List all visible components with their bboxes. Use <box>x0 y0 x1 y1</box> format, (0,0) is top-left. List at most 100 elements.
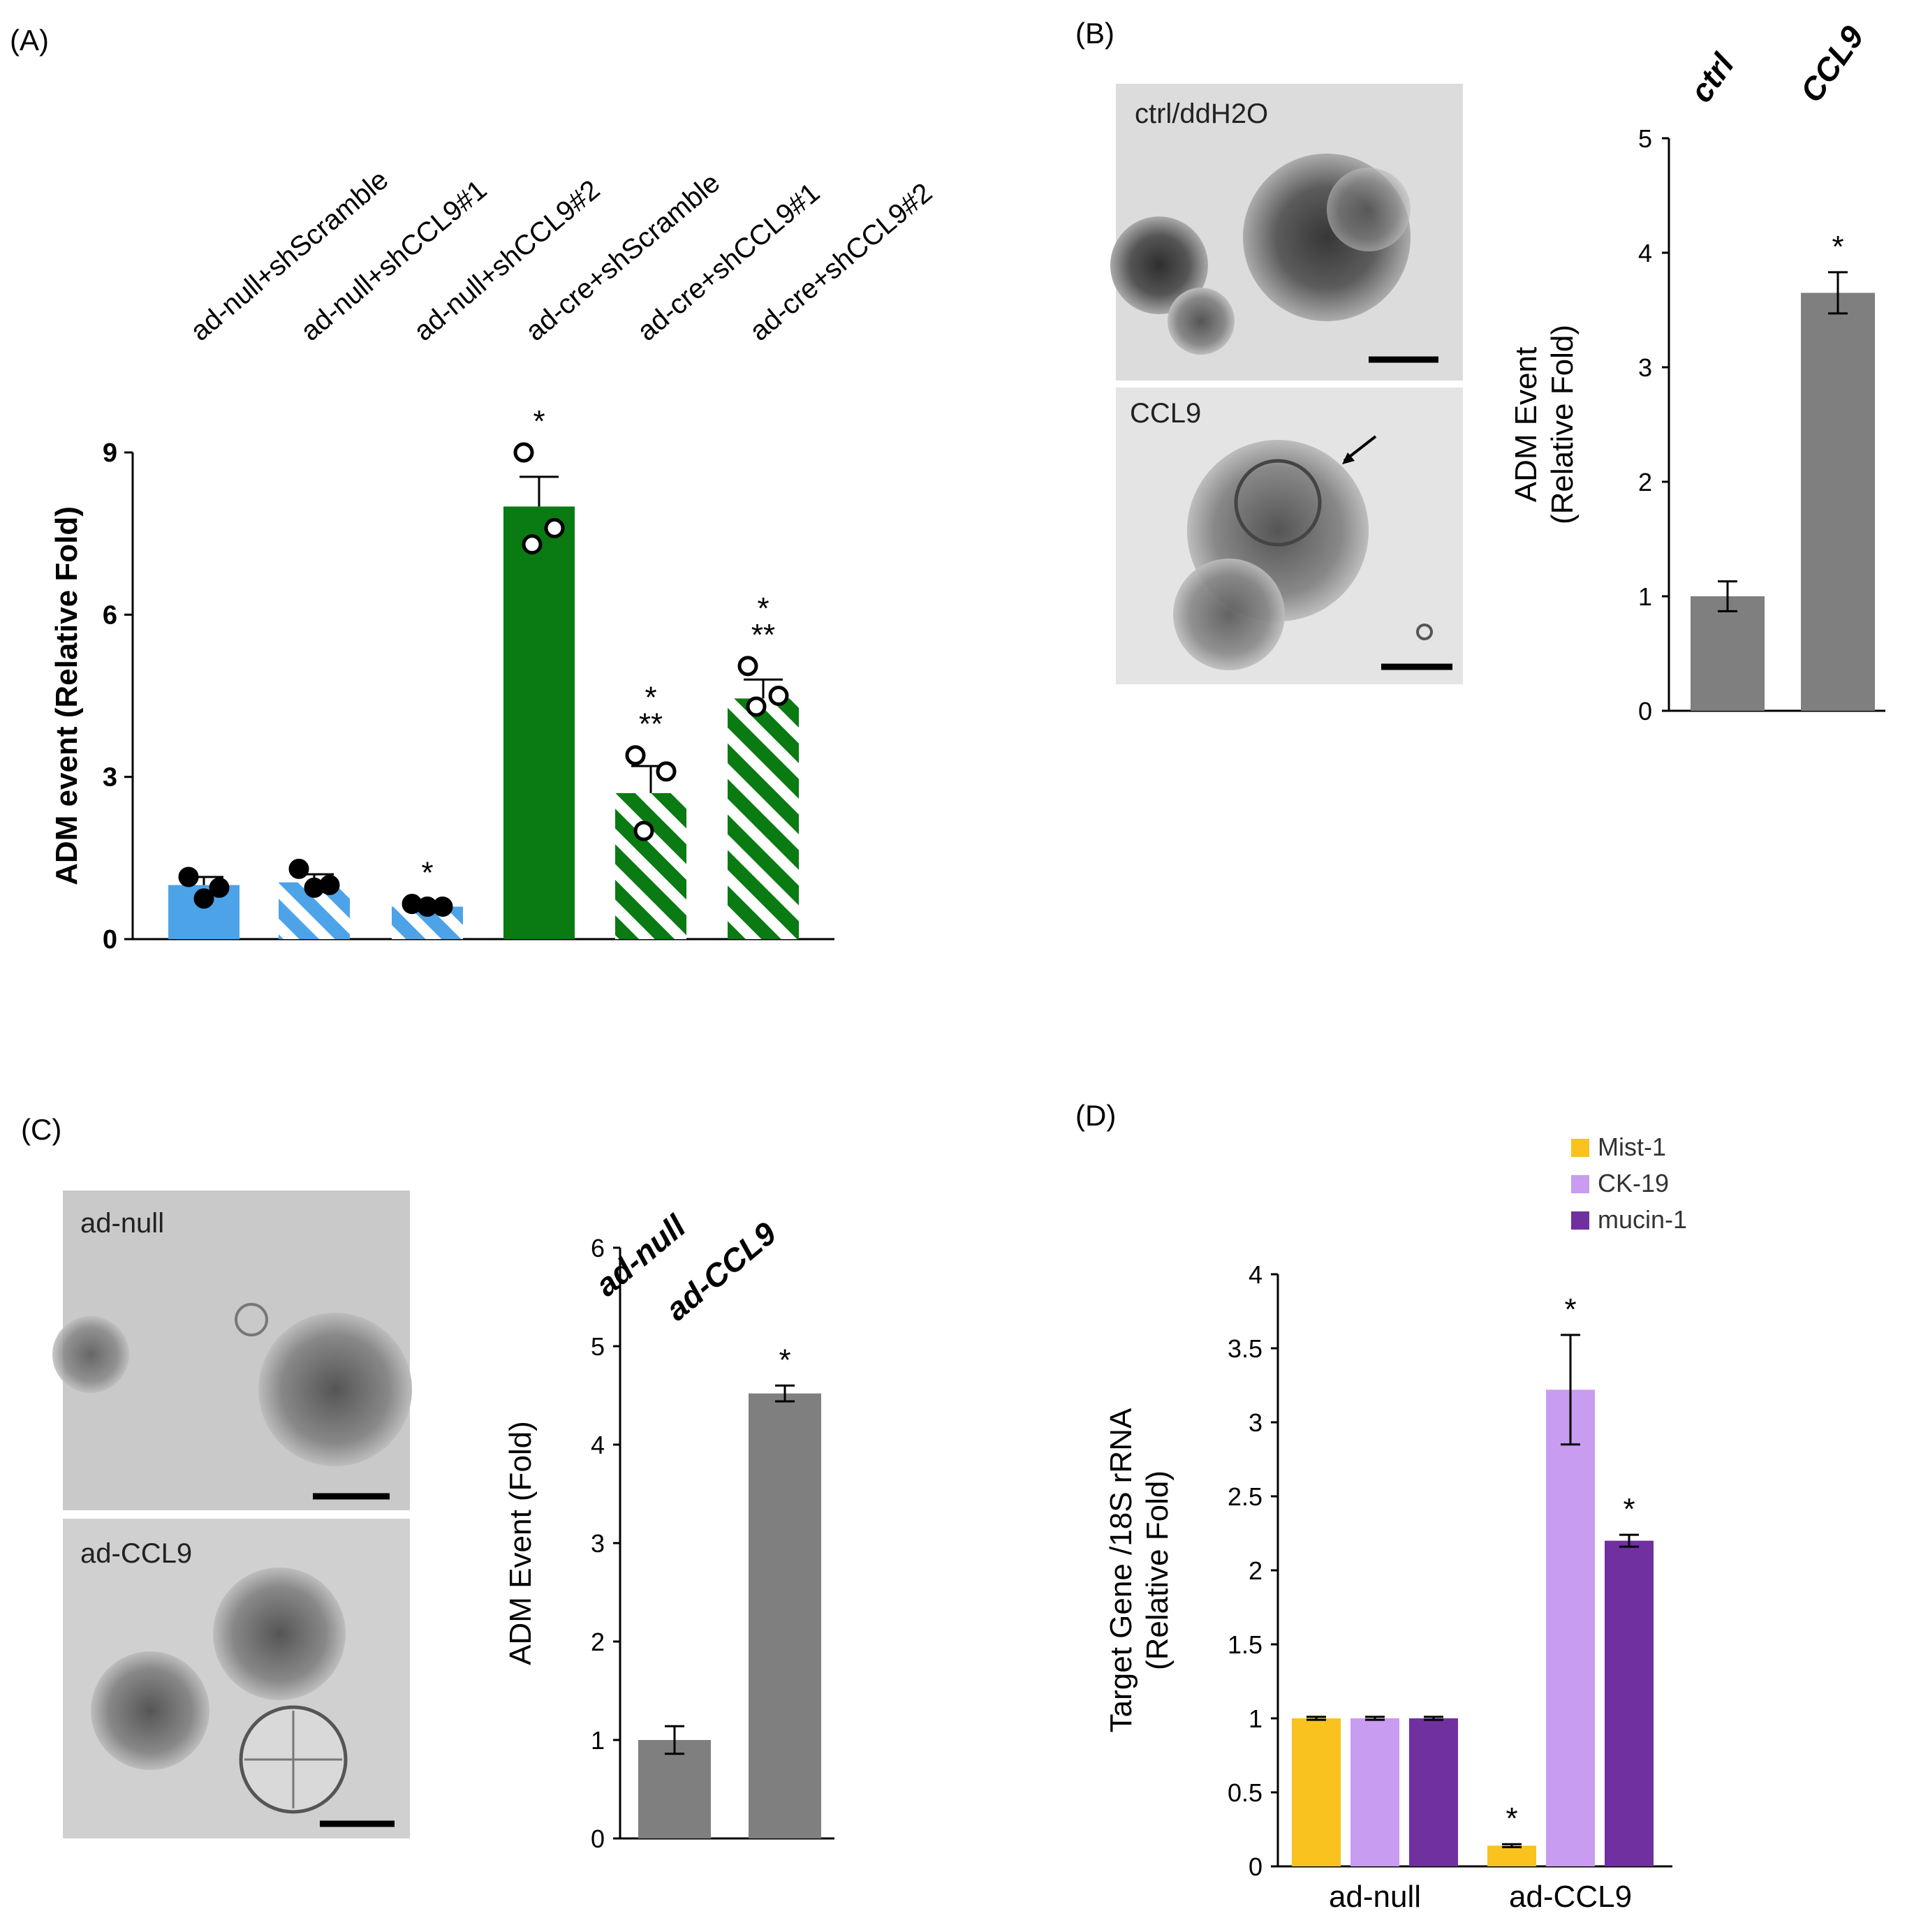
photo-label-b-bottom: CCL9 <box>1130 398 1201 429</box>
c-y-tick-label: 4 <box>591 1431 605 1459</box>
chart-a: 0 3 6 9 ADM event (Relative Fold) ad-null+shS… <box>50 164 938 954</box>
c-y-axis-title: ADM Event (Fold) <box>503 1421 538 1665</box>
d-y-tick-label: 3 <box>1249 1408 1262 1437</box>
d-legend-label: CK-19 <box>1598 1169 1669 1197</box>
b-bar <box>1691 596 1765 711</box>
a-data-point <box>288 858 309 879</box>
a-bar <box>503 506 575 939</box>
chart-d: 0 0.5 1 1.5 2 2.5 3 3.5 4 Target Gene /18S rRNA(R… <box>1104 1133 1687 1914</box>
panel-label-d: (D) <box>1075 1099 1116 1132</box>
a-data-point <box>304 877 325 898</box>
b-y-tick-label: 5 <box>1638 124 1652 153</box>
b-category-label: CCL9 <box>1793 19 1871 109</box>
d-category-label: ad-CCL9 <box>1509 1880 1632 1914</box>
panel-label-b: (B) <box>1075 17 1114 50</box>
a-category-label: ad-cre+shScramble <box>520 168 726 347</box>
d-bar <box>1350 1718 1399 1866</box>
d-y-tick-label: 1 <box>1249 1704 1262 1733</box>
a-y-tick-label: 6 <box>103 600 117 630</box>
d-legend-swatch <box>1571 1211 1589 1230</box>
d-legend-label: Mist-1 <box>1598 1133 1666 1161</box>
b-y-axis-title: ADM Event(Relative Fold) <box>1509 325 1580 524</box>
d-bar <box>1546 1389 1595 1866</box>
b-y-tick-label: 1 <box>1638 582 1652 611</box>
a-y-tick-label: 3 <box>103 763 117 792</box>
c-y-tick-label: 1 <box>591 1726 605 1755</box>
d-legend-swatch <box>1571 1139 1589 1157</box>
chart-b: 0 1 2 3 4 5 ADM Event(Relative Fold) ctrl * CCL9 <box>1509 19 1885 725</box>
a-y-axis-title: ADM event (Relative Fold) <box>50 506 84 885</box>
c-y-tick-label: 3 <box>591 1529 605 1558</box>
a-data-point <box>746 696 767 717</box>
a-category-label: ad-cre+shCCL9#2 <box>744 177 938 347</box>
d-y-tick-label: 0 <box>1249 1852 1262 1881</box>
c-bar <box>749 1393 821 1838</box>
photo-label-c-bottom: ad-CCL9 <box>80 1538 192 1569</box>
micrograph-b-top <box>1110 84 1463 381</box>
d-bar <box>1292 1718 1341 1866</box>
d-y-tick-label: 1.5 <box>1228 1630 1262 1659</box>
a-data-point <box>513 442 534 463</box>
a-data-point <box>522 534 543 555</box>
panel-label-c: (C) <box>21 1113 61 1146</box>
micrograph-c-top <box>52 1190 412 1510</box>
b-significance-mark: * <box>1832 230 1843 264</box>
a-data-point <box>633 820 654 841</box>
a-significance-mark: * <box>757 591 769 626</box>
d-bar <box>1605 1540 1654 1866</box>
b-y-tick-label: 2 <box>1638 468 1652 496</box>
d-significance-mark: * <box>1506 1801 1517 1836</box>
c-y-tick-label: 2 <box>591 1628 605 1656</box>
b-y-tick-label: 4 <box>1638 239 1652 267</box>
a-data-point <box>656 761 677 782</box>
d-bar <box>1409 1718 1458 1866</box>
d-bar <box>1487 1845 1536 1866</box>
a-data-point <box>193 888 214 909</box>
d-y-tick-label: 3.5 <box>1228 1334 1262 1363</box>
a-category-label: ad-null+shScramble <box>185 164 395 347</box>
d-y-tick-label: 2 <box>1249 1556 1262 1585</box>
d-y-tick-label: 0.5 <box>1228 1778 1262 1807</box>
a-significance-mark: ** <box>639 707 663 742</box>
c-significance-mark: * <box>779 1343 790 1377</box>
micrograph-c-bottom <box>63 1519 410 1838</box>
d-significance-mark: * <box>1623 1492 1635 1526</box>
a-bar <box>615 792 686 939</box>
d-legend-label: mucin-1 <box>1598 1205 1687 1234</box>
a-significance-mark: * <box>421 856 433 890</box>
b-category-label: ctrl <box>1683 46 1742 108</box>
a-data-point <box>768 686 789 706</box>
b-y-tick-label: 0 <box>1638 697 1652 725</box>
a-data-point <box>737 656 758 677</box>
a-bar <box>728 698 799 939</box>
a-significance-mark: * <box>645 681 656 715</box>
a-data-point <box>209 877 230 898</box>
micrograph-b-bottom <box>1116 388 1463 684</box>
panel-label-a: (A) <box>10 24 49 57</box>
b-bar <box>1801 293 1875 711</box>
a-y-tick-label: 0 <box>103 925 117 954</box>
d-y-axis-title: Target Gene /18S rRNA(Relative Fold) <box>1104 1408 1175 1732</box>
c-y-tick-label: 0 <box>591 1824 605 1853</box>
c-y-tick-label: 5 <box>591 1332 605 1361</box>
d-category-label: ad-null <box>1329 1880 1421 1914</box>
d-legend-swatch <box>1571 1175 1589 1193</box>
b-y-tick-label: 3 <box>1638 353 1652 382</box>
c-y-tick-label: 6 <box>591 1234 605 1262</box>
a-significance-mark: ** <box>751 618 775 652</box>
a-category-label: ad-null+shCCL9#2 <box>408 174 606 346</box>
a-category-label: ad-cre+shCCL9#1 <box>632 177 826 347</box>
photo-label-b-top: ctrl/ddH2O <box>1135 98 1268 129</box>
a-significance-mark: * <box>533 404 545 438</box>
a-data-point <box>178 867 199 887</box>
a-data-point <box>625 745 646 766</box>
a-data-point <box>417 897 438 917</box>
a-category-label: ad-null+shCCL9#1 <box>295 174 493 346</box>
c-bar <box>638 1740 711 1838</box>
d-significance-mark: * <box>1564 1292 1576 1327</box>
d-y-tick-label: 2.5 <box>1228 1482 1262 1511</box>
d-y-tick-label: 4 <box>1249 1260 1262 1289</box>
a-y-tick-label: 9 <box>103 438 117 468</box>
